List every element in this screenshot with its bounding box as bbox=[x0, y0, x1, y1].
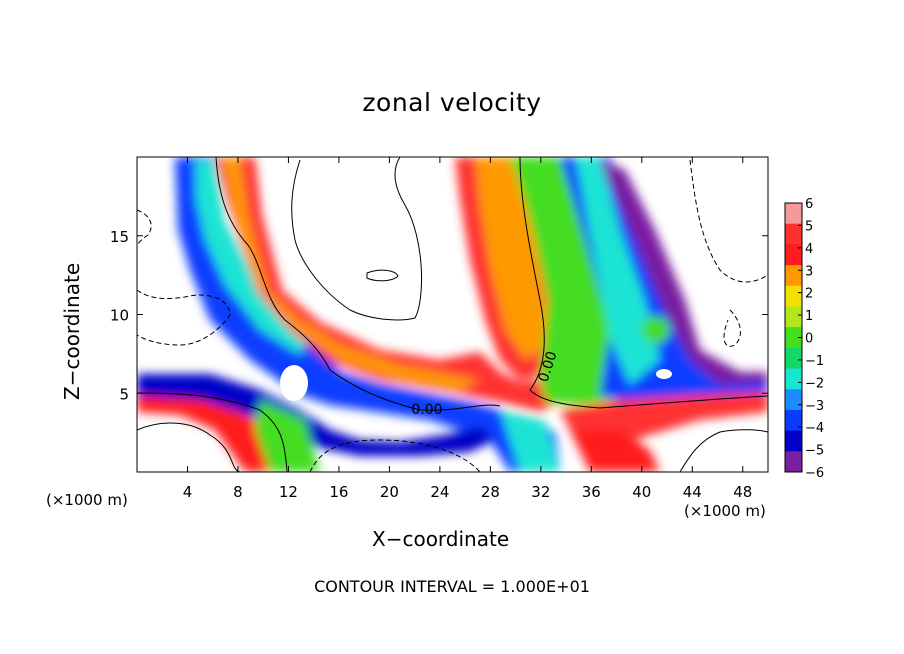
contour-dashed-bottom bbox=[309, 439, 481, 472]
contour-dashed-right-small bbox=[723, 309, 741, 347]
colorbar-tick-label: 1 bbox=[805, 309, 813, 324]
colorbar-swatch bbox=[785, 368, 802, 390]
colorbar-tick-label: 3 bbox=[805, 264, 813, 279]
colorbar-tick-label: 2 bbox=[805, 287, 813, 302]
band-bottom-left-positive bbox=[137, 396, 285, 472]
contour-interval-note: CONTOUR INTERVAL = 1.000E+01 bbox=[314, 577, 590, 596]
contour-zero-bottom bbox=[137, 392, 288, 472]
x-tick-label: 44 bbox=[683, 483, 702, 501]
contour-thin-bottom-right bbox=[679, 429, 768, 472]
band-orange-center bbox=[475, 157, 548, 360]
x-tick-label: 4 bbox=[183, 483, 193, 501]
contour-lines bbox=[137, 157, 768, 472]
colorbar-swatch bbox=[785, 223, 802, 245]
x-tick-label: 40 bbox=[632, 483, 651, 501]
contour-thin-ring bbox=[366, 269, 399, 282]
colorbar-swatch bbox=[785, 244, 802, 266]
contour-labels: 0.000.00 bbox=[411, 349, 560, 418]
x-tick-label: 28 bbox=[481, 483, 500, 501]
colorbar-swatch bbox=[785, 285, 802, 307]
colorbar-swatch bbox=[785, 430, 802, 452]
colorbar-tick-label: −6 bbox=[805, 466, 824, 481]
colorbar: 6 5 4 3 2 1 0 −1 −2 −3 −4 −5 −6 bbox=[784, 197, 824, 481]
colorbar-swatch bbox=[785, 347, 802, 370]
colorbar-tick-label: −5 bbox=[805, 444, 824, 459]
velocity-field bbox=[137, 157, 768, 472]
colorbar-tick-label: 0 bbox=[805, 332, 813, 347]
contour-thin-bottom-left bbox=[137, 422, 241, 472]
colorbar-swatch bbox=[785, 327, 802, 349]
x-axis-unit: (×1000 m) bbox=[684, 502, 766, 520]
colorbar-tick-label: 4 bbox=[805, 242, 813, 257]
colorbar-swatch bbox=[785, 389, 802, 411]
contour-dashed-upper-left bbox=[137, 209, 152, 246]
contour-label: 0.00 bbox=[411, 402, 442, 418]
band-bottom-left-negative bbox=[137, 374, 495, 456]
contour-zero-center bbox=[519, 157, 768, 409]
colorbar-swatch bbox=[785, 451, 802, 473]
colorbar-tick-label: 5 bbox=[805, 219, 813, 234]
x-tick-label: 20 bbox=[380, 483, 399, 501]
colorbar-swatch bbox=[785, 265, 802, 287]
y-tick-label: 10 bbox=[110, 307, 129, 325]
x-tick-label: 32 bbox=[531, 483, 550, 501]
contour-zero-left bbox=[215, 157, 501, 411]
x-tick-label: 12 bbox=[279, 483, 298, 501]
contour-thin-upper bbox=[291, 157, 422, 321]
band-positive-bottom-right bbox=[570, 430, 660, 472]
x-tick-label: 48 bbox=[733, 483, 752, 501]
band-cyan-right bbox=[575, 157, 660, 385]
contour-dashed-left bbox=[137, 289, 231, 346]
blob-green-right bbox=[642, 316, 670, 344]
y-axis-label: Z−coordinate bbox=[60, 262, 84, 400]
colorbar-swatch bbox=[785, 409, 802, 432]
colorbar-tick-label: −4 bbox=[805, 421, 824, 436]
x-axis-label: X−coordinate bbox=[372, 527, 510, 551]
hole-white bbox=[280, 365, 308, 401]
y-axis-unit: (×1000 m) bbox=[46, 491, 128, 509]
colorbar-tick-label: −1 bbox=[805, 354, 824, 369]
band-green-center bbox=[510, 157, 640, 405]
colorbar-tick-label: −2 bbox=[805, 376, 824, 391]
colorbar-tick-label: −3 bbox=[805, 399, 824, 414]
band-bottom-green bbox=[255, 400, 320, 472]
band-cyan-bottom bbox=[500, 410, 560, 472]
x-tick-label: 36 bbox=[582, 483, 601, 501]
colorbar-tick-label: 6 bbox=[805, 197, 813, 212]
chart-title: zonal velocity bbox=[362, 88, 542, 117]
x-tick-label: 8 bbox=[233, 483, 243, 501]
band-purple-right bbox=[600, 160, 768, 385]
hole-white-small bbox=[656, 369, 672, 379]
y-tick-label: 15 bbox=[110, 228, 129, 246]
y-tick-label: 5 bbox=[119, 385, 129, 403]
colorbar-swatch bbox=[785, 203, 802, 225]
contour-dashed-right bbox=[689, 159, 768, 283]
contour-dashed bbox=[137, 159, 768, 472]
x-tick-label: 16 bbox=[329, 483, 348, 501]
x-tick-label: 24 bbox=[430, 483, 449, 501]
colorbar-swatch bbox=[785, 306, 802, 328]
